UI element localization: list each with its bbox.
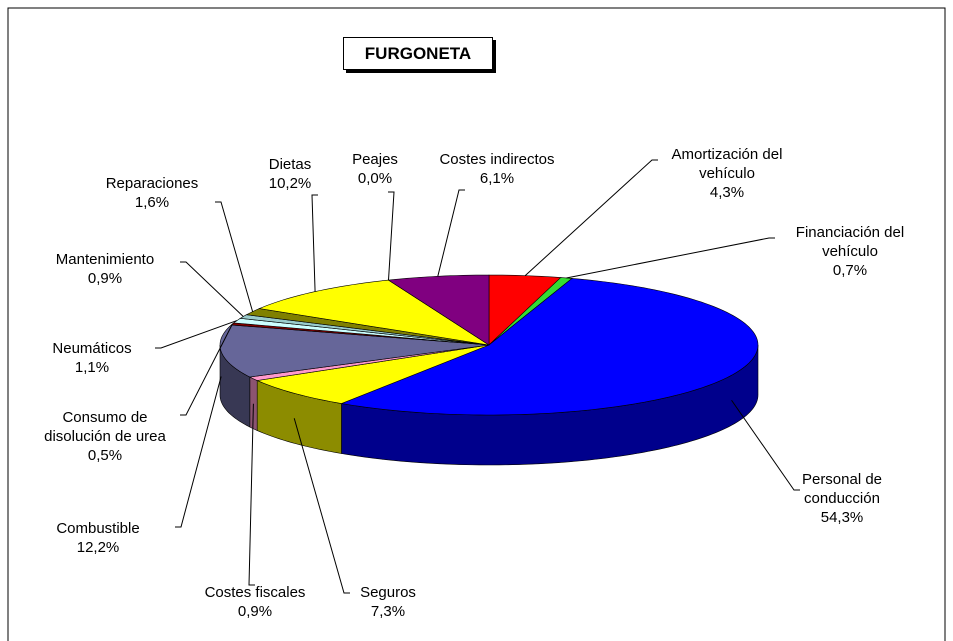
value-label: 7,3% xyxy=(370,603,406,620)
leader-line xyxy=(215,201,254,312)
slice-label: Reparaciones xyxy=(105,175,199,192)
slice xyxy=(219,324,490,378)
leader-line xyxy=(566,237,775,279)
value-label: 1,1% xyxy=(74,359,110,376)
slice-label: Consumo de disolución de urea xyxy=(44,409,166,445)
slice-label: Seguros xyxy=(360,584,416,601)
slice-label: Costes indirectos xyxy=(439,151,555,168)
slice-label: Combustible xyxy=(56,520,140,537)
slice-side xyxy=(249,376,258,431)
leader-line xyxy=(293,418,350,594)
value-label: 6,1% xyxy=(479,170,515,187)
leader-line xyxy=(524,159,658,277)
slice-label: Personal de conducción xyxy=(801,471,883,507)
leader-line xyxy=(311,194,318,292)
leader-line xyxy=(248,403,255,586)
value-label: 0,9% xyxy=(237,603,273,620)
value-label: 10,2% xyxy=(268,175,312,192)
slice xyxy=(488,274,562,346)
chart-title: FURGONETA xyxy=(343,37,493,70)
leader-line xyxy=(731,399,800,491)
slice xyxy=(340,278,759,416)
slice xyxy=(387,274,490,346)
slice-label: Amortización del vehículo xyxy=(671,146,783,182)
slice-label: Dietas xyxy=(268,156,312,173)
leader-line xyxy=(175,376,222,528)
leader-line xyxy=(388,191,395,281)
leader-line xyxy=(155,320,238,349)
value-label: 0,0% xyxy=(357,170,393,187)
value-label: 4,3% xyxy=(709,184,745,201)
frame xyxy=(7,7,946,641)
value-label: 0,5% xyxy=(87,447,123,464)
slice xyxy=(256,344,490,404)
leader-line xyxy=(180,323,233,416)
value-label: 0,9% xyxy=(87,270,123,287)
value-label: 0,7% xyxy=(832,262,868,279)
slice-label: Neumáticos xyxy=(52,340,132,357)
slice-label: Mantenimiento xyxy=(55,251,155,268)
slice-label: Peajes xyxy=(352,151,398,168)
slice-label: Financiación del vehículo xyxy=(795,224,905,260)
value-label: 12,2% xyxy=(76,539,120,556)
leader-line xyxy=(437,189,465,277)
value-label: 54,3% xyxy=(820,509,864,526)
leader-line xyxy=(180,261,244,317)
value-label: 1,6% xyxy=(134,194,170,211)
slice-label: Costes fiscales xyxy=(204,584,306,601)
